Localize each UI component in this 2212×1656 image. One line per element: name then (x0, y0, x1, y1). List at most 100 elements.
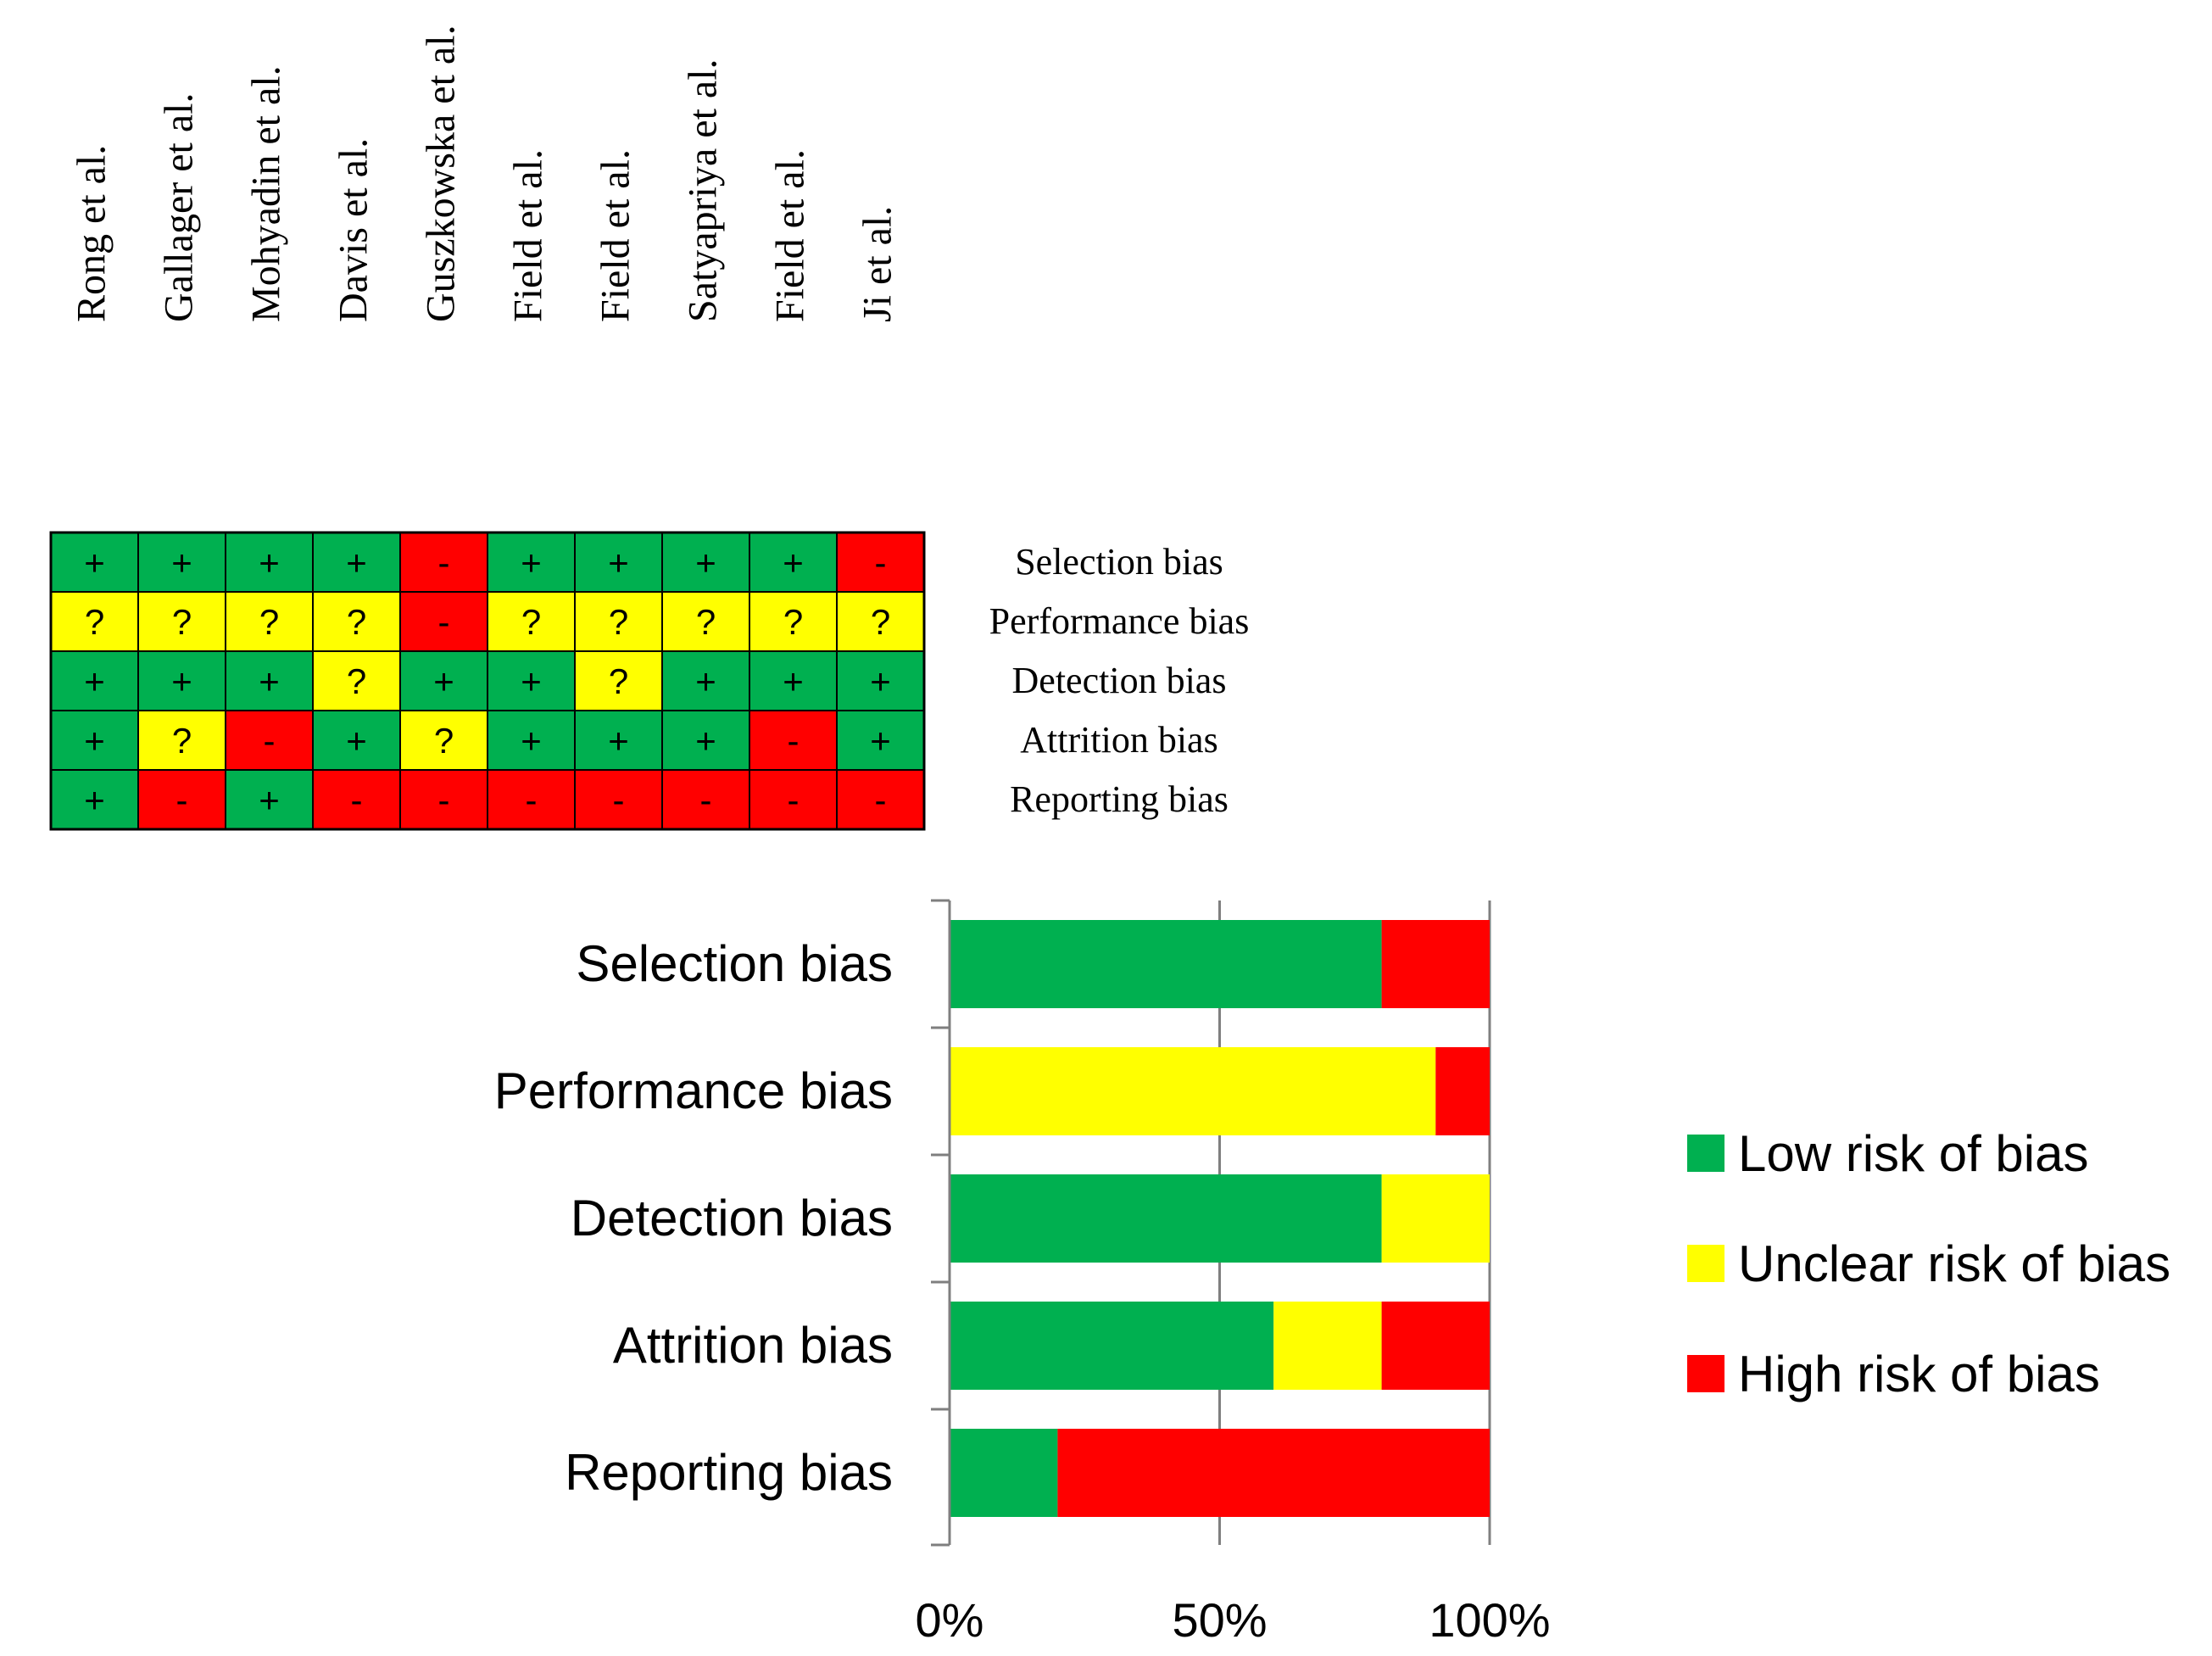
bar-category-label: Attrition bias (613, 1317, 893, 1374)
study-labels: Rong et al. Gallager et al. Mohyadin et al… (70, 25, 900, 322)
risk-symbol: - (526, 780, 538, 820)
risk-cell (749, 769, 838, 830)
risk-symbol: ? (347, 602, 366, 642)
risk-symbol: + (84, 661, 105, 701)
risk-symbol: + (171, 543, 192, 583)
bar-segment (950, 1047, 1436, 1135)
bar-category-label: Performance bias (494, 1062, 893, 1119)
grid-row-labels: Selection bias Performance bias Detection … (989, 541, 1250, 820)
bar-segment (950, 920, 1382, 1008)
risk-cell (487, 532, 576, 593)
risk-cell (661, 591, 750, 652)
risk-symbol: - (351, 780, 363, 820)
risk-symbol: - (875, 780, 887, 820)
risk-cell (487, 710, 576, 771)
risk-symbol: + (521, 661, 542, 701)
bar-segment (1381, 920, 1490, 1008)
legend-swatch (1687, 1245, 1724, 1282)
risk-symbol: + (521, 721, 542, 761)
study-label: Mohyadin et al. (244, 65, 289, 322)
risk-symbol: + (870, 661, 891, 701)
grid-row-label: Attrition bias (1020, 719, 1217, 761)
risk-cell (137, 769, 226, 830)
study-label: Davis et al. (332, 138, 376, 322)
grid-row-label: Performance bias (989, 600, 1250, 642)
risk-cell (487, 591, 576, 652)
x-tick-label: 0% (916, 1593, 984, 1647)
risk-cell (137, 591, 226, 652)
risk-symbol: + (783, 661, 804, 701)
risk-cell (574, 591, 663, 652)
risk-cell (399, 769, 488, 830)
risk-symbol: ? (434, 721, 454, 761)
bar-segment (1273, 1302, 1382, 1390)
risk-symbol: ? (347, 661, 366, 701)
grid-row-label: Detection bias (1012, 660, 1227, 701)
study-label: Field et al. (593, 149, 638, 322)
risk-cell (836, 769, 925, 830)
risk-symbol: + (84, 721, 105, 761)
risk-cell (574, 650, 663, 711)
bar-segment (950, 1174, 1382, 1263)
risk-cell (137, 650, 226, 711)
risk-cell (574, 769, 663, 830)
risk-symbol: ? (172, 602, 192, 642)
legend-label: High risk of bias (1738, 1346, 2100, 1402)
risk-symbol: - (613, 780, 625, 820)
risk-cell (137, 532, 226, 593)
risk-cell (50, 710, 139, 771)
risk-cell (661, 769, 750, 830)
risk-symbol: + (521, 543, 542, 583)
risk-symbol: ? (696, 602, 716, 642)
risk-symbol: + (783, 543, 804, 583)
risk-grid: + + + + - + + + + -???? -???? ? + + +? + +? + + + +? - +? + + + - +… (49, 531, 926, 831)
risk-symbol: - (438, 780, 450, 820)
bar-category-labels: Selection bias Performance bias Detection … (494, 935, 893, 1501)
risk-cell (487, 769, 576, 830)
risk-symbol: + (695, 721, 716, 761)
bar-category-label: Selection bias (576, 935, 893, 992)
study-label: Rong et al. (70, 145, 114, 322)
risk-symbol: ? (609, 602, 628, 642)
risk-symbol: + (346, 721, 367, 761)
bar-segment (1057, 1429, 1490, 1517)
risk-symbol: + (84, 780, 105, 820)
risk-cell (312, 591, 401, 652)
x-tick-label: 100% (1429, 1593, 1550, 1647)
risk-symbol: + (433, 661, 454, 701)
risk-cell (225, 769, 314, 830)
risk-symbol: + (870, 721, 891, 761)
risk-cell (836, 710, 925, 771)
x-tick-label: 50% (1172, 1593, 1267, 1647)
study-label: Satyapriya et al. (681, 59, 726, 322)
risk-symbol: - (438, 602, 450, 642)
bar-segment (1381, 1174, 1490, 1263)
risk-symbol: + (695, 543, 716, 583)
risk-cell (749, 650, 838, 711)
risk-symbol: + (695, 661, 716, 701)
grid-row-label: Reporting bias (1010, 778, 1229, 820)
risk-symbol: ? (871, 602, 890, 642)
risk-symbol: ? (609, 661, 628, 701)
bar-segment (950, 1429, 1058, 1517)
risk-symbol: + (346, 543, 367, 583)
legend-label: Low risk of bias (1738, 1125, 2089, 1182)
bar-segment (1381, 1302, 1490, 1390)
risk-cell (749, 591, 838, 652)
risk-symbol: + (259, 661, 280, 701)
risk-cell (836, 591, 925, 652)
risk-symbol: ? (85, 602, 104, 642)
risk-symbol: + (84, 543, 105, 583)
risk-symbol: ? (259, 602, 279, 642)
risk-symbol: ? (521, 602, 541, 642)
risk-cell (50, 650, 139, 711)
bar-category-label: Detection bias (571, 1190, 893, 1246)
bar-axis (931, 899, 951, 1547)
study-label: Field et al. (768, 149, 813, 322)
risk-cell (574, 710, 663, 771)
risk-cell (661, 532, 750, 593)
x-tick-labels: 0% 50% 100% (916, 1593, 1551, 1647)
legend-label: Unclear risk of bias (1738, 1235, 2170, 1292)
risk-symbol: ? (783, 602, 803, 642)
